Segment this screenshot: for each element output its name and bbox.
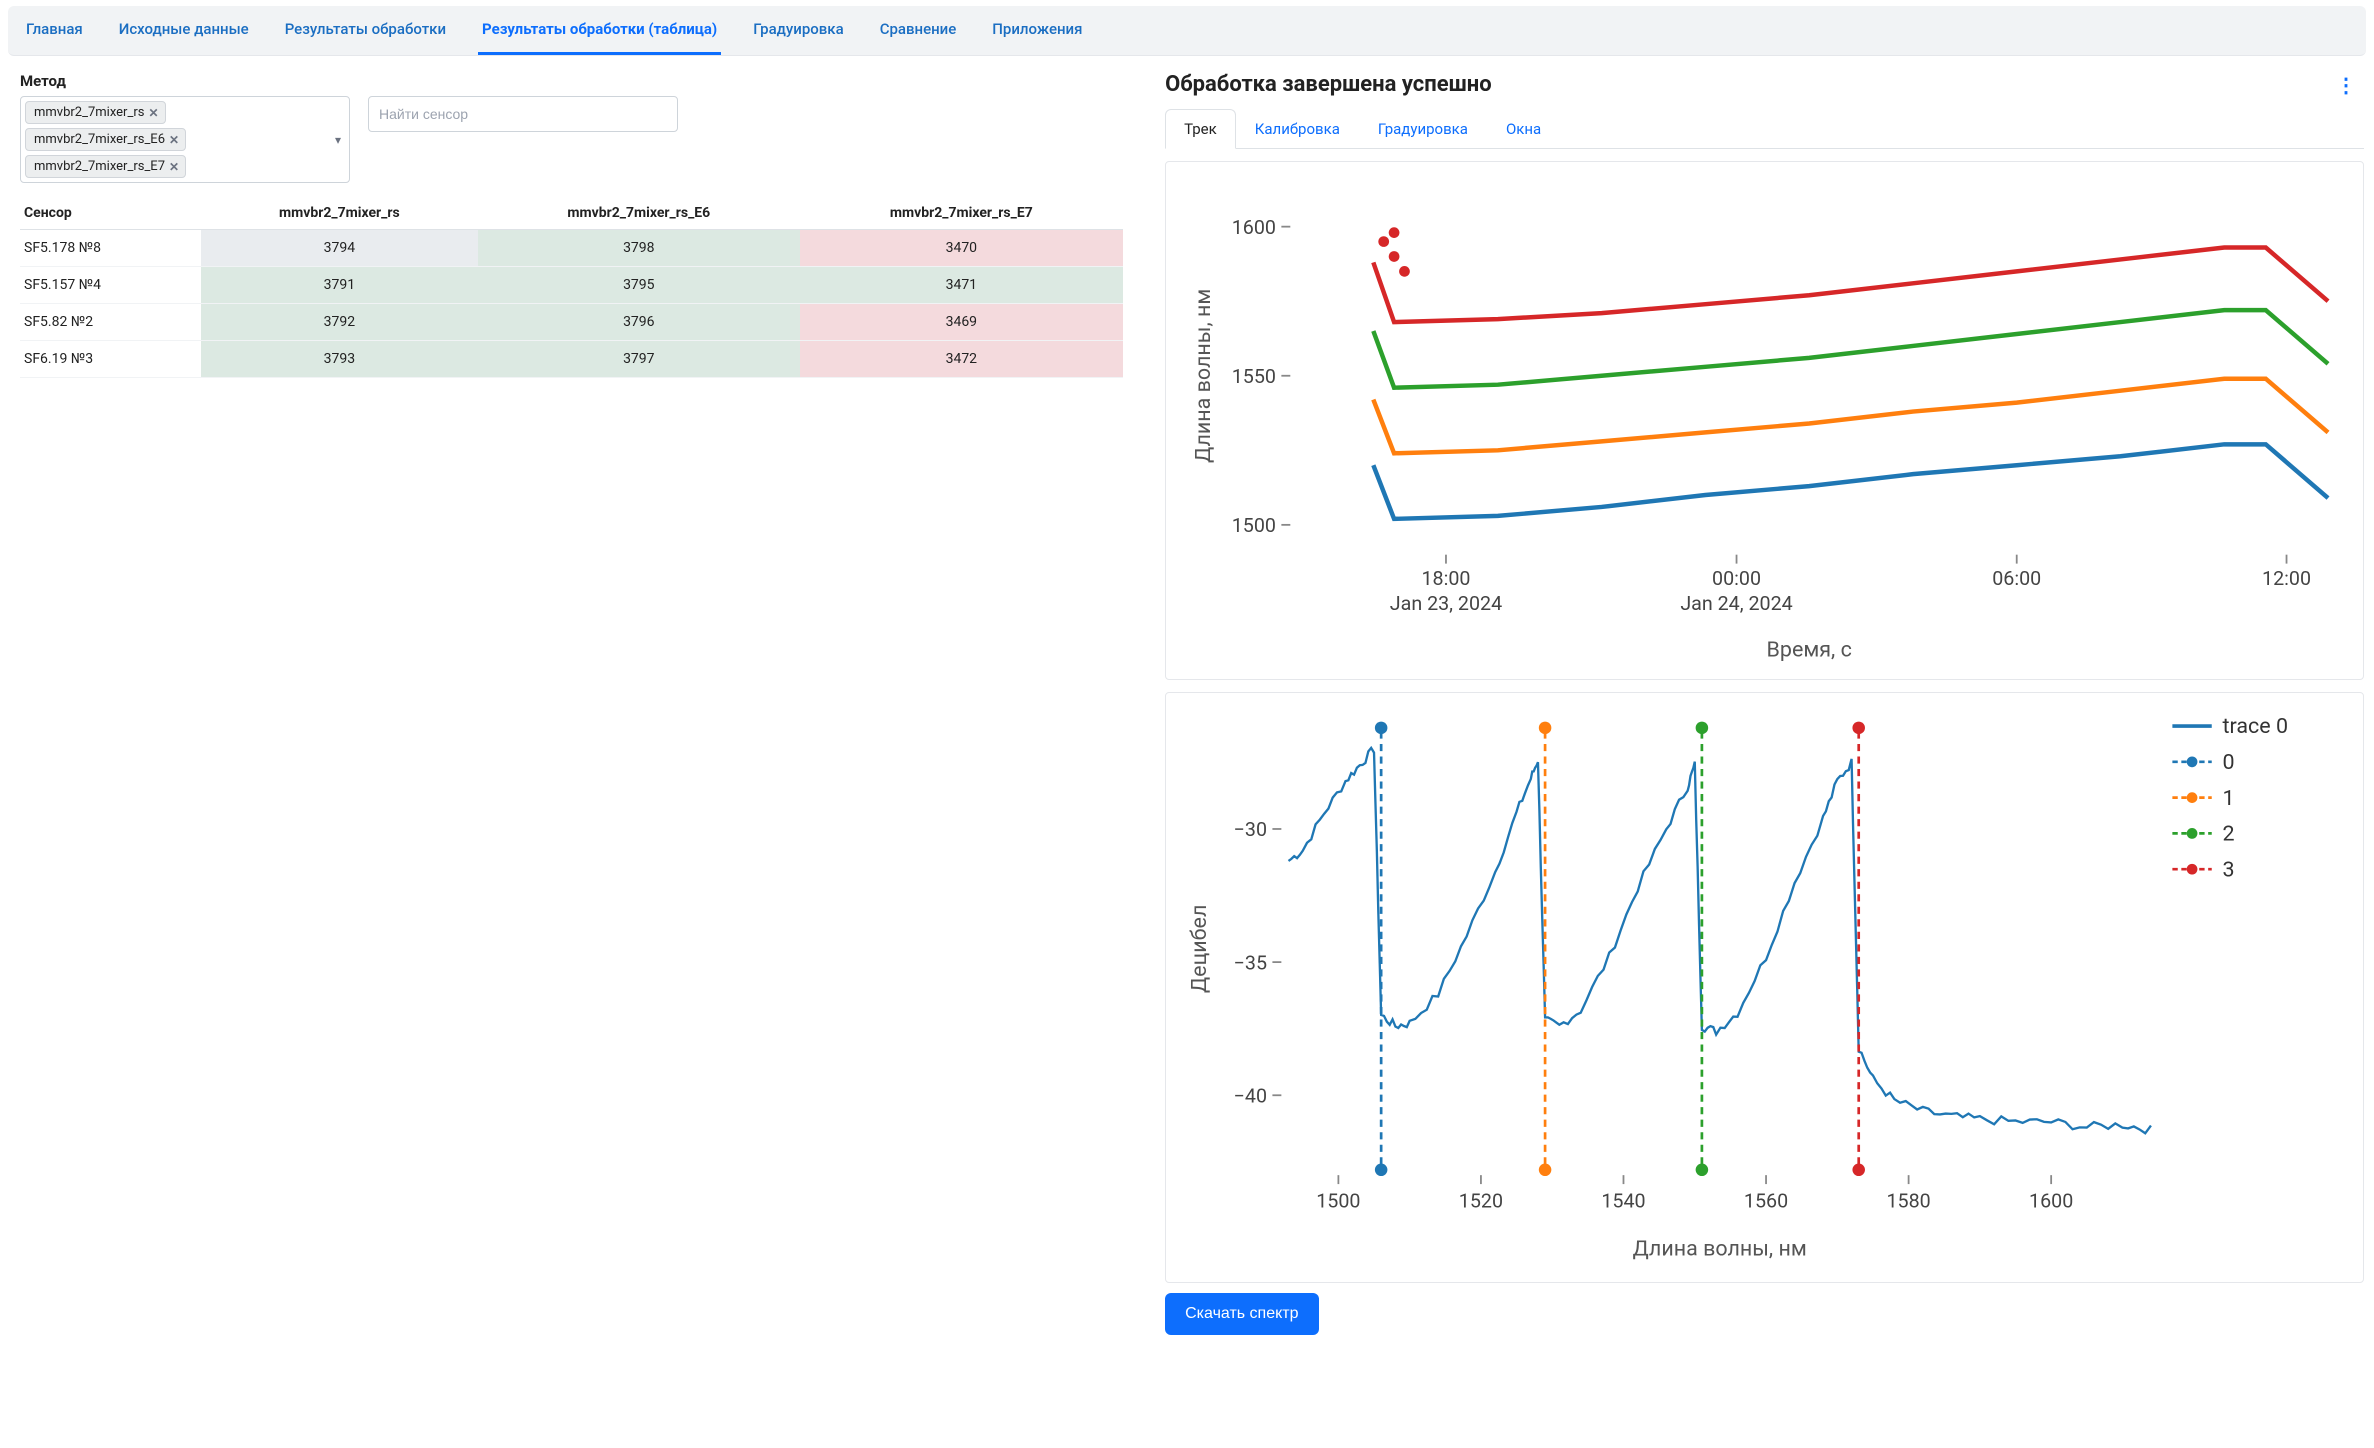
method-chip: mmvbr2_7mixer_rs_E6 ✕ xyxy=(25,128,186,151)
svg-text:Время, с: Время, с xyxy=(1767,638,1852,663)
table-row[interactable]: SF5.157 №4379137953471 xyxy=(20,267,1123,304)
svg-text:00:00: 00:00 xyxy=(1712,567,1761,590)
svg-text:−30: −30 xyxy=(1234,818,1267,841)
chip-remove-icon[interactable]: ✕ xyxy=(169,160,179,174)
table-header: mmvbr2_7mixer_rs xyxy=(201,197,477,230)
chart-tab[interactable]: Трек xyxy=(1165,109,1236,149)
value-cell: 3797 xyxy=(478,341,801,378)
chip-remove-icon[interactable]: ✕ xyxy=(169,133,179,147)
sensor-cell: SF5.82 №2 xyxy=(20,304,201,341)
results-table: Сенсорmmvbr2_7mixer_rsmmvbr2_7mixer_rs_E… xyxy=(20,197,1123,378)
value-cell: 3796 xyxy=(478,304,801,341)
spectrum-chart: −40 −35 −30 1500 1520 1540 1560 1580 1600 trace 0… xyxy=(1165,692,2364,1283)
controls-row: mmvbr2_7mixer_rs ✕ mmvbr2_7mixer_rs_E6 ✕ m… xyxy=(20,96,1145,183)
nav-item[interactable]: Сравнение xyxy=(876,6,961,55)
value-cell: 3792 xyxy=(201,304,477,341)
sensor-cell: SF6.19 №3 xyxy=(20,341,201,378)
svg-text:0: 0 xyxy=(2223,750,2235,775)
value-cell: 3791 xyxy=(201,267,477,304)
nav-item[interactable]: Исходные данные xyxy=(115,6,253,55)
svg-text:1500: 1500 xyxy=(1316,1189,1360,1212)
search-input[interactable] xyxy=(368,96,678,132)
table-row[interactable]: SF5.82 №2379237963469 xyxy=(20,304,1123,341)
chevron-down-icon[interactable]: ▾ xyxy=(335,133,341,147)
svg-text:Длина волны, нм: Длина волны, нм xyxy=(1191,289,1216,463)
nav-item[interactable]: Градуировка xyxy=(749,6,847,55)
svg-text:−35: −35 xyxy=(1234,951,1267,974)
svg-text:18:00: 18:00 xyxy=(1422,567,1471,590)
method-multiselect[interactable]: mmvbr2_7mixer_rs ✕ mmvbr2_7mixer_rs_E6 ✕ m… xyxy=(20,96,350,183)
nav-item[interactable]: Результаты обработки xyxy=(281,6,450,55)
main-content: Метод mmvbr2_7mixer_rs ✕mmvbr2_7mixer_rs… xyxy=(0,56,2374,1345)
top-nav: Главная Исходные данные Результаты обработ… xyxy=(8,6,2366,56)
value-cell: 3794 xyxy=(201,230,477,267)
sensor-cell: SF5.178 №8 xyxy=(20,230,201,267)
wavelength-time-chart: 1500 1550 1600 18:00Jan 23, 2024 00:00Jan 24… xyxy=(1165,161,2364,680)
svg-text:06:00: 06:00 xyxy=(1992,567,2041,590)
value-cell: 3471 xyxy=(800,267,1123,304)
svg-text:Децибел: Децибел xyxy=(1187,905,1212,993)
value-cell: 3793 xyxy=(201,341,477,378)
table-row[interactable]: SF6.19 №3379337973472 xyxy=(20,341,1123,378)
chart-tab[interactable]: Градуировка xyxy=(1359,109,1487,149)
table-header: mmvbr2_7mixer_rs_E6 xyxy=(478,197,801,230)
nav-item[interactable]: Приложения xyxy=(988,6,1086,55)
chip-remove-icon[interactable]: ✕ xyxy=(148,106,158,120)
download-spectrum-button[interactable]: Скачать спектр xyxy=(1165,1293,1318,1335)
value-cell: 3795 xyxy=(478,267,801,304)
svg-text:1520: 1520 xyxy=(1459,1189,1503,1212)
table-row[interactable]: SF5.178 №8379437983470 xyxy=(20,230,1123,267)
svg-text:1600: 1600 xyxy=(1232,216,1276,239)
svg-text:trace 0: trace 0 xyxy=(2223,714,2289,739)
chart-tab[interactable]: Окна xyxy=(1487,109,1560,149)
more-menu-icon[interactable]: ⋮ xyxy=(2328,73,2364,97)
table-header: Сенсор xyxy=(20,197,201,230)
svg-text:2: 2 xyxy=(2223,822,2235,847)
value-cell: 3798 xyxy=(478,230,801,267)
right-panel: Обработка завершена успешно ⋮ ТрекКалибр… xyxy=(1165,72,2364,1335)
svg-text:Jan 23, 2024: Jan 23, 2024 xyxy=(1390,592,1502,615)
method-chip: mmvbr2_7mixer_rs_E7 ✕ xyxy=(25,155,186,178)
nav-item[interactable]: Главная xyxy=(22,6,87,55)
value-cell: 3470 xyxy=(800,230,1123,267)
left-panel: Метод mmvbr2_7mixer_rs ✕mmvbr2_7mixer_rs… xyxy=(20,72,1145,1335)
svg-text:1: 1 xyxy=(2223,786,2235,811)
method-chip: mmvbr2_7mixer_rs ✕ xyxy=(25,101,166,124)
value-cell: 3469 xyxy=(800,304,1123,341)
value-cell: 3472 xyxy=(800,341,1123,378)
svg-text:1600: 1600 xyxy=(2029,1189,2073,1212)
svg-text:12:00: 12:00 xyxy=(2262,567,2311,590)
nav-item[interactable]: Результаты обработки (таблица) xyxy=(478,6,721,55)
method-label: Метод xyxy=(20,72,1145,90)
table-header: mmvbr2_7mixer_rs_E7 xyxy=(800,197,1123,230)
processing-status-title: Обработка завершена успешно xyxy=(1165,72,1492,97)
svg-text:Jan 24, 2024: Jan 24, 2024 xyxy=(1680,592,1792,615)
svg-text:1500: 1500 xyxy=(1232,514,1276,537)
chart-tab[interactable]: Калибровка xyxy=(1236,109,1359,149)
svg-text:1550: 1550 xyxy=(1232,365,1276,388)
chart-tabs: ТрекКалибровкаГрадуировкаОкна xyxy=(1165,109,2364,149)
svg-text:Длина волны, нм: Длина волны, нм xyxy=(1633,1237,1807,1262)
svg-text:1560: 1560 xyxy=(1744,1189,1788,1212)
svg-text:1540: 1540 xyxy=(1601,1189,1645,1212)
svg-text:1580: 1580 xyxy=(1887,1189,1931,1212)
right-title-row: Обработка завершена успешно ⋮ xyxy=(1165,72,2364,97)
sensor-cell: SF5.157 №4 xyxy=(20,267,201,304)
svg-text:−40: −40 xyxy=(1234,1084,1267,1107)
svg-text:3: 3 xyxy=(2223,857,2235,882)
